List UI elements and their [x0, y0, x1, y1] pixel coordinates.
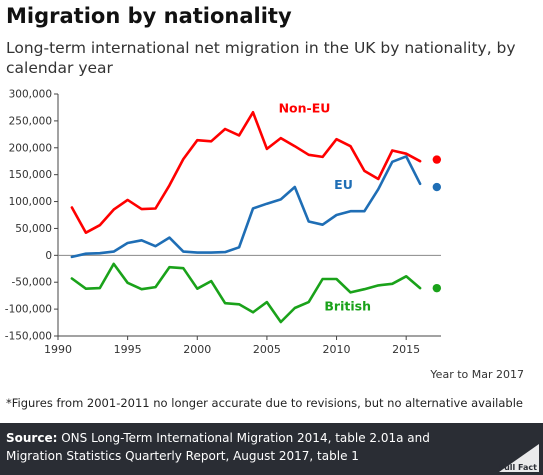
y-tick-label: -100,000 [5, 304, 52, 316]
source-text: Source: ONS Long-Term International Migr… [6, 429, 476, 465]
line-chart: 300,000 250,000 200,000 150,000 100,000 50,00… [5, 89, 524, 382]
x-tick-label: 2010 [323, 343, 351, 356]
y-tick-label: 150,000 [9, 169, 52, 181]
series-end-point [432, 155, 442, 164]
source-body: ONS Long-Term International Migration 20… [6, 431, 430, 463]
y-tick-label: -150,000 [5, 331, 52, 343]
y-tick-label: 50,000 [15, 223, 52, 235]
series-end-point [432, 283, 442, 293]
full-fact-logo-icon [499, 444, 539, 472]
y-tick-label: 250,000 [9, 115, 52, 127]
series-label: British [324, 299, 371, 314]
y-tick-label: 0 [45, 250, 52, 262]
series-layer [70, 111, 442, 324]
x-tick-label: 2015 [392, 343, 420, 356]
series-line-eu [70, 155, 422, 259]
series-line-non-eu [70, 111, 422, 234]
label-layer: Non-EU EU British [279, 100, 371, 313]
chart-title: Migration by nationality [6, 4, 292, 28]
x-tick-label: 1995 [114, 343, 142, 356]
x-tick-label: 2000 [183, 343, 211, 356]
series-line-british [70, 262, 422, 324]
source-label: Source: [6, 431, 58, 445]
series-label: EU [334, 177, 353, 192]
y-tick-label: 100,000 [9, 196, 52, 208]
y-tick-label: 200,000 [9, 142, 52, 154]
x-axis-note: Year to Mar 2017 [429, 368, 524, 381]
series-label: Non-EU [279, 100, 331, 115]
source-footer: Source: ONS Long-Term International Migr… [0, 423, 543, 475]
y-tick-label: -50,000 [11, 277, 52, 289]
x-tick-label: 1990 [44, 343, 72, 356]
brand-name: Full Fact [499, 463, 537, 472]
x-tick-label: 2005 [253, 343, 281, 356]
series-end-point [432, 182, 442, 192]
y-tick-label: 300,000 [9, 89, 52, 101]
footnote: *Figures from 2001-2011 no longer accura… [6, 396, 523, 410]
chart-subtitle: Long-term international net migration in… [6, 39, 516, 77]
chart-axes: 300,000 250,000 200,000 150,000 100,000 50,00… [5, 89, 524, 382]
